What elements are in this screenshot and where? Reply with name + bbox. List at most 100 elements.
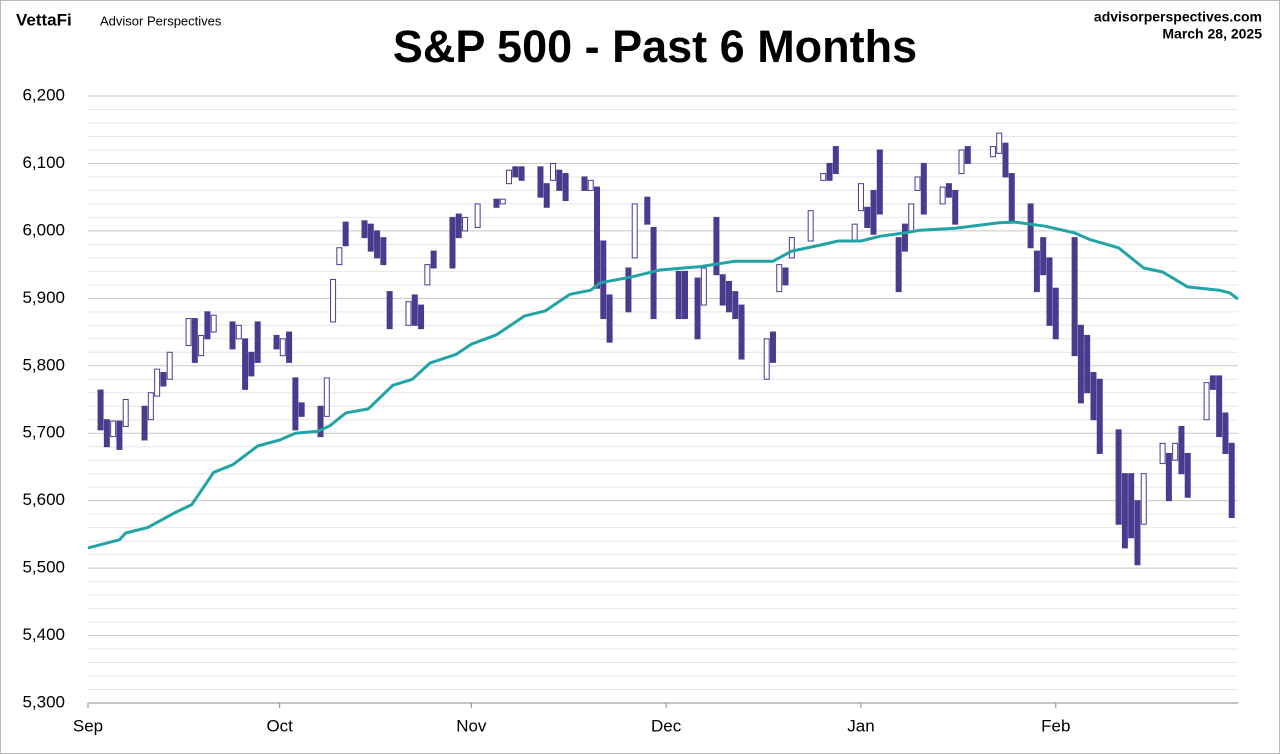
- candle-body: [474, 203, 481, 229]
- candle-body: [323, 377, 330, 417]
- candle-body: [449, 216, 456, 269]
- candle-body: [1128, 473, 1135, 539]
- candle-body: [675, 270, 682, 320]
- candle-body: [826, 162, 833, 181]
- candle-body: [191, 318, 198, 363]
- candle-body: [499, 198, 506, 205]
- y-tick-label: 5,900: [22, 288, 65, 307]
- candle-body: [1172, 442, 1179, 461]
- y-tick-label: 5,500: [22, 558, 65, 577]
- candle-body: [210, 314, 217, 333]
- candle-body: [405, 301, 412, 326]
- candle-body: [870, 189, 877, 235]
- candle-body: [411, 294, 418, 326]
- candle-body: [725, 280, 732, 313]
- candle-body: [242, 338, 249, 390]
- candle-body: [386, 291, 393, 330]
- x-tick-label: Dec: [651, 716, 682, 735]
- candle-body: [336, 247, 343, 266]
- candle-body: [769, 331, 776, 363]
- candle-body: [857, 183, 864, 212]
- candle-body: [964, 146, 971, 164]
- candle-body: [625, 267, 632, 313]
- candle-body: [235, 324, 242, 340]
- candle-body: [330, 278, 337, 323]
- candle-body: [1033, 250, 1040, 293]
- site: advisorperspectives.com: [1094, 9, 1262, 25]
- candle-body: [1096, 378, 1103, 454]
- candle-body: [97, 389, 104, 431]
- candle-body: [512, 166, 519, 178]
- candle-body: [380, 237, 387, 266]
- candle-body: [1184, 452, 1191, 498]
- candle-body: [681, 270, 688, 320]
- candle-body: [562, 173, 569, 202]
- candle-body: [788, 237, 795, 259]
- candle-body: [273, 334, 280, 350]
- candle-body: [1046, 257, 1053, 326]
- candle-body: [864, 206, 871, 229]
- candle-body: [945, 183, 952, 198]
- candle-body: [455, 213, 462, 239]
- candle-body: [1165, 452, 1172, 502]
- candle-body: [713, 216, 720, 276]
- candle-body: [103, 419, 110, 448]
- candle-body: [424, 264, 431, 286]
- candle-body: [374, 230, 381, 259]
- candle-body: [594, 186, 601, 289]
- x-tick-label: Jan: [847, 716, 874, 735]
- y-tick-label: 5,300: [22, 692, 65, 711]
- candle-body: [292, 377, 299, 431]
- candle-body: [1209, 375, 1216, 390]
- y-tick-label: 6,000: [22, 220, 65, 239]
- candle-body: [606, 294, 613, 343]
- candle-body: [116, 420, 123, 450]
- candle-body: [631, 203, 638, 259]
- candle-body: [732, 291, 739, 320]
- candle-body: [1040, 237, 1047, 276]
- candle-body: [518, 166, 525, 181]
- candle-body: [738, 304, 745, 360]
- candle-body: [1178, 425, 1185, 475]
- candle-body: [587, 179, 594, 191]
- candle-body: [286, 331, 293, 363]
- candle-body: [996, 132, 1003, 154]
- candle-body: [908, 203, 915, 232]
- candle-body: [166, 351, 173, 380]
- candle-body: [581, 176, 588, 191]
- candle-body: [141, 405, 148, 441]
- candle-body: [939, 186, 946, 205]
- candle-body: [154, 368, 161, 397]
- candle-body: [1216, 375, 1223, 438]
- candle-body: [600, 240, 607, 320]
- candle-body: [1008, 173, 1015, 222]
- candle-body: [914, 176, 921, 191]
- candle-body: [160, 372, 167, 387]
- candle-body: [1077, 324, 1084, 404]
- candle-body: [989, 146, 996, 158]
- brand: VettaFi: [16, 10, 72, 29]
- candle-body: [952, 189, 959, 225]
- candle-body: [430, 250, 437, 269]
- candle-body: [1121, 473, 1128, 549]
- candle-body: [1228, 442, 1235, 519]
- candle-body: [122, 399, 129, 427]
- chart-title: S&P 500 - Past 6 Months: [393, 21, 917, 72]
- y-tick-label: 5,800: [22, 355, 65, 374]
- candle-body: [1203, 382, 1210, 421]
- candle-body: [1140, 473, 1147, 525]
- y-tick-label: 6,200: [22, 85, 65, 104]
- candle-body: [719, 274, 726, 306]
- candle-body: [901, 223, 908, 252]
- publisher: Advisor Perspectives: [100, 13, 222, 28]
- x-tick-label: Oct: [266, 716, 293, 735]
- candle-body: [229, 321, 236, 350]
- candle-body: [204, 311, 211, 340]
- x-tick-label: Nov: [456, 716, 487, 735]
- moving-average-line: [87, 220, 1239, 550]
- candle-body: [1115, 429, 1122, 525]
- candle-body: [776, 264, 783, 293]
- candle-body: [361, 220, 368, 239]
